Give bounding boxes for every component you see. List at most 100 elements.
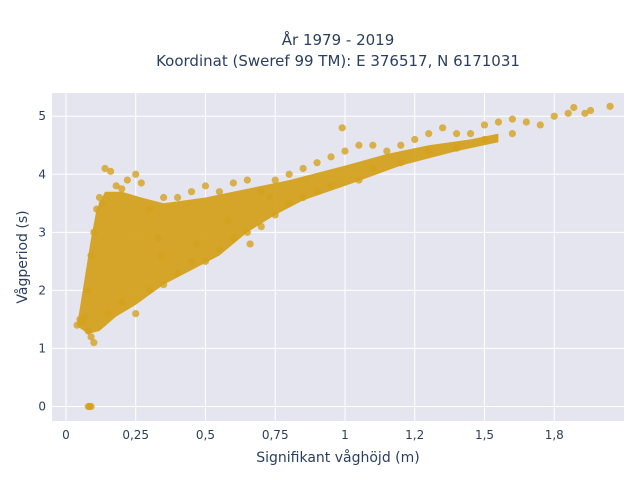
data-point	[79, 318, 87, 326]
data-point	[81, 312, 90, 321]
data-point	[341, 147, 349, 155]
data-point	[90, 228, 98, 236]
data-point	[606, 102, 614, 110]
data-point	[299, 164, 307, 173]
data-point	[243, 176, 251, 184]
data-point	[285, 170, 293, 178]
data-point	[173, 193, 182, 202]
x-tick-label: 1,5	[475, 428, 494, 442]
data-point	[299, 193, 307, 202]
data-point	[480, 121, 489, 129]
data-point	[271, 211, 279, 219]
x-tick-label: 0,75	[262, 428, 289, 442]
data-point	[146, 286, 154, 294]
data-point	[570, 103, 578, 112]
x-axis-ticks: 0 0,25 0,5 0,75 1 1,2 1,5 1,8	[62, 428, 564, 442]
data-point	[132, 170, 140, 178]
data-point	[425, 147, 433, 155]
data-point	[160, 280, 168, 289]
data-point	[87, 333, 95, 341]
data-point	[112, 182, 120, 190]
data-point	[522, 118, 530, 126]
data-point	[132, 310, 140, 318]
x-tick-label: 0,5	[196, 428, 215, 442]
data-point	[313, 159, 321, 167]
data-point	[564, 109, 572, 117]
data-point	[452, 144, 461, 152]
data-point	[452, 130, 461, 138]
data-point	[257, 188, 265, 196]
data-point	[118, 185, 126, 193]
data-point	[215, 188, 224, 196]
data-point	[160, 193, 168, 202]
data-point	[98, 199, 106, 207]
data-point	[157, 251, 165, 260]
y-tick-label: 3	[38, 225, 46, 239]
data-point	[215, 246, 224, 254]
data-point	[90, 339, 98, 347]
data-point	[257, 222, 265, 231]
data-point	[73, 321, 81, 329]
data-point	[397, 159, 405, 167]
x-axis-label: Signifikant våghöjd (m)	[256, 449, 419, 466]
data-point	[173, 269, 182, 277]
density-cloud	[77, 133, 499, 334]
x-tick-label: 1,2	[405, 428, 424, 442]
y-tick-label: 1	[38, 341, 46, 355]
data-point	[84, 327, 92, 335]
data-point	[243, 228, 251, 236]
data-point	[137, 179, 145, 187]
data-point	[439, 124, 447, 132]
data-point	[369, 164, 377, 173]
data-point	[104, 310, 112, 318]
x-tick-label: 0,25	[122, 428, 149, 442]
data-point	[146, 205, 154, 213]
data-point	[123, 176, 131, 184]
data-point	[224, 217, 232, 225]
data-point	[266, 193, 274, 202]
data-point	[95, 193, 104, 202]
x-tick-label: 1,8	[545, 428, 564, 442]
data-point	[187, 188, 196, 196]
y-axis-label: Vågperiod (s)	[14, 210, 31, 303]
data-point	[86, 402, 94, 411]
chart-title-line2: Koordinat (Sweref 99 TM): E 376517, N 61…	[156, 52, 520, 70]
data-point	[397, 141, 405, 149]
data-point	[201, 257, 210, 265]
data-point	[369, 141, 377, 149]
data-point	[313, 188, 321, 196]
x-tick-label: 1	[341, 428, 349, 442]
data-point	[154, 234, 162, 242]
data-point	[338, 124, 346, 132]
data-point	[106, 167, 115, 175]
data-point	[118, 298, 126, 306]
data-point	[201, 182, 210, 190]
data-point	[383, 147, 391, 155]
data-point	[84, 286, 92, 294]
y-axis-ticks: 0 1 2 3 4 5	[38, 109, 46, 413]
data-point	[327, 153, 335, 161]
data-point	[193, 240, 201, 248]
data-point	[508, 130, 516, 138]
data-point	[480, 135, 489, 144]
data-point	[466, 130, 475, 138]
data-point	[355, 176, 363, 184]
y-tick-label: 5	[38, 109, 46, 123]
data-point	[425, 130, 433, 138]
data-point	[229, 234, 237, 242]
data-point	[187, 257, 196, 265]
data-point	[536, 121, 544, 129]
data-point	[355, 141, 363, 149]
x-tick-label: 0	[62, 428, 70, 442]
data-point	[87, 251, 95, 260]
data-point	[327, 182, 335, 190]
density-region	[77, 133, 499, 334]
data-point	[494, 118, 503, 126]
data-point	[246, 240, 254, 248]
y-tick-label: 4	[38, 167, 46, 181]
chart-title-line1: År 1979 - 2019	[282, 30, 395, 49]
data-point	[550, 112, 558, 120]
data-point	[581, 109, 589, 117]
data-point	[586, 106, 595, 115]
